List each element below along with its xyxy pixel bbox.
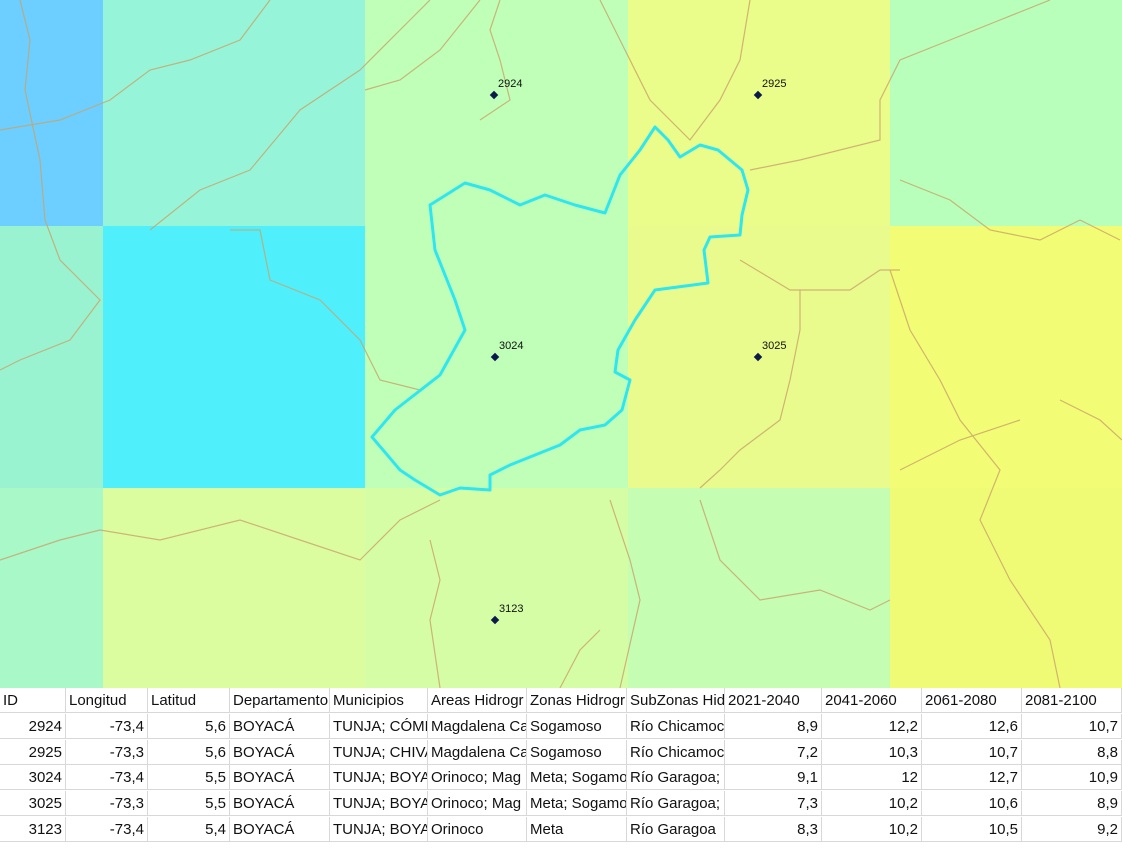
- point-marker: [489, 90, 499, 100]
- point-label: 3025: [762, 340, 786, 352]
- table-cell: 5,5: [148, 791, 230, 817]
- table-cell: 5,6: [148, 713, 230, 739]
- table-cell: Orinoco; Mag: [428, 765, 527, 791]
- table-cell: -73,4: [66, 765, 148, 791]
- point-marker: [753, 352, 763, 362]
- table-cell: 2925: [0, 739, 66, 765]
- points: 2924 2925 3024 3025 3123: [489, 78, 786, 625]
- table-header: 2081-2100: [1022, 688, 1122, 713]
- table-cell: TUNJA; BOYA: [330, 817, 428, 842]
- point-label: 2925: [762, 78, 786, 90]
- table-header: Zonas Hidrogr: [527, 688, 627, 713]
- table-header: Departamento: [230, 688, 330, 713]
- table-cell: 3123: [0, 817, 66, 842]
- table-cell: 10,3: [822, 739, 922, 765]
- attribute-table: ID Longitud Latitud Departamento Municipios A…: [0, 688, 1122, 849]
- table-header: ID: [0, 688, 66, 713]
- table-cell: 5,6: [148, 739, 230, 765]
- table-cell: Magdalena Ca: [428, 739, 527, 765]
- basin-outline: [370, 125, 750, 497]
- table-cell: Río Garagoa: [627, 817, 725, 842]
- table-cell: Río Chicamoc: [627, 739, 725, 765]
- table-cell: 3025: [0, 791, 66, 817]
- table-cell: 8,9: [1022, 791, 1122, 817]
- table-cell: Río Garagoa;: [627, 765, 725, 791]
- table-cell: Orinoco; Mag: [428, 791, 527, 817]
- table-cell: 10,7: [922, 739, 1022, 765]
- table-cell: BOYACÁ: [230, 765, 330, 791]
- table-cell: Orinoco: [428, 817, 527, 842]
- table-cell: 10,2: [822, 817, 922, 842]
- table-cell: 12,2: [822, 713, 922, 739]
- table-cell: TUNJA; CÓME: [330, 713, 428, 739]
- table-cell: BOYACÁ: [230, 713, 330, 739]
- table-cell: Río Chicamoc: [627, 713, 725, 739]
- point-label: 3123: [499, 603, 523, 615]
- table-cell: 8,8: [1022, 739, 1122, 765]
- table-cell: Río Garagoa;: [627, 791, 725, 817]
- table-cell: TUNJA; BOYA: [330, 791, 428, 817]
- point-marker: [490, 615, 500, 625]
- table-cell: 3024: [0, 765, 66, 791]
- table-cell: 10,6: [922, 791, 1022, 817]
- table-header: SubZonas Hidr: [627, 688, 725, 713]
- table-cell: -73,3: [66, 791, 148, 817]
- table-cell: BOYACÁ: [230, 817, 330, 842]
- table-cell: 5,4: [148, 817, 230, 842]
- table-cell: -73,3: [66, 739, 148, 765]
- table-cell: 7,2: [725, 739, 822, 765]
- map: 2924 2925 3024 3025 3123: [0, 0, 1122, 688]
- table-cell: Sogamoso: [527, 739, 627, 765]
- table-cell: 10,7: [1022, 713, 1122, 739]
- boundaries: [0, 0, 1122, 688]
- table-cell: 9,2: [1022, 817, 1122, 842]
- table-cell: 12: [822, 765, 922, 791]
- table-cell: BOYACÁ: [230, 739, 330, 765]
- table-header: Longitud: [66, 688, 148, 713]
- table-cell: 10,2: [822, 791, 922, 817]
- table-cell: BOYACÁ: [230, 791, 330, 817]
- table-cell: 10,5: [922, 817, 1022, 842]
- table-cell: TUNJA; BOYA: [330, 765, 428, 791]
- table-cell: 2924: [0, 713, 66, 739]
- table-cell: 8,9: [725, 713, 822, 739]
- table-cell: 9,1: [725, 765, 822, 791]
- table-header: Latitud: [148, 688, 230, 713]
- table-cell: 12,7: [922, 765, 1022, 791]
- point-label: 3024: [499, 340, 523, 352]
- table-cell: Meta; Sogamo: [527, 765, 627, 791]
- table-cell: 5,5: [148, 765, 230, 791]
- table-cell: 8,3: [725, 817, 822, 842]
- table-header: 2021-2040: [725, 688, 822, 713]
- table-cell: -73,4: [66, 817, 148, 842]
- table-cell: 10,9: [1022, 765, 1122, 791]
- table-cell: -73,4: [66, 713, 148, 739]
- point-label: 2924: [498, 78, 522, 90]
- table-cell: 7,3: [725, 791, 822, 817]
- table-cell: Magdalena Ca: [428, 713, 527, 739]
- table-header: 2041-2060: [822, 688, 922, 713]
- point-marker: [490, 352, 500, 362]
- table-header: Areas Hidrogr: [428, 688, 527, 713]
- table-cell: Sogamoso: [527, 713, 627, 739]
- table-cell: TUNJA; CHIVA: [330, 739, 428, 765]
- table-cell: Meta; Sogamo: [527, 791, 627, 817]
- table-cell: Meta: [527, 817, 627, 842]
- table-cell: 12,6: [922, 713, 1022, 739]
- table-header: 2061-2080: [922, 688, 1022, 713]
- grid-cells: [0, 0, 1122, 688]
- table-header: Municipios: [330, 688, 428, 713]
